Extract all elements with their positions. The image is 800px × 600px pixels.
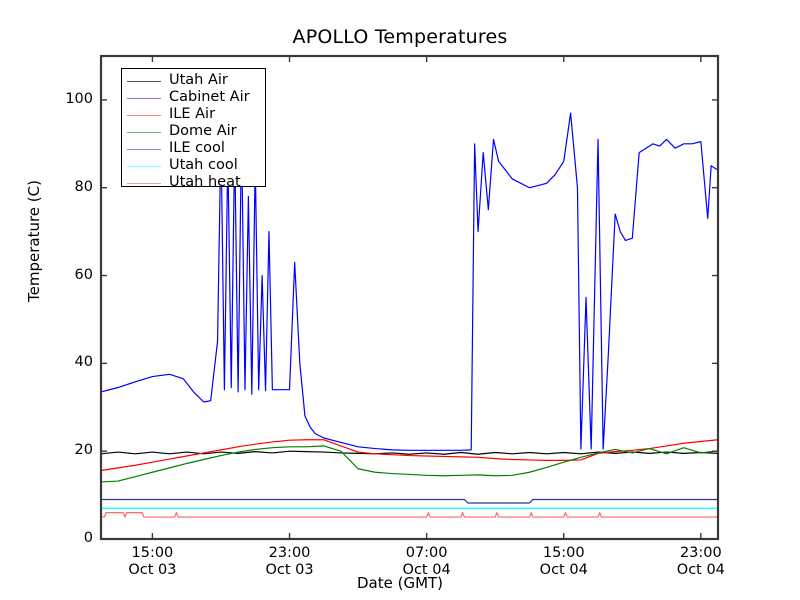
axis-frame xyxy=(99,54,720,541)
series-line-cabinet-air xyxy=(101,112,718,451)
x-tick-label: 15:00 Oct 03 xyxy=(92,545,212,578)
y-tick-label: 100 xyxy=(65,90,93,107)
axis-ticks xyxy=(101,56,718,540)
x-tick-date: Oct 03 xyxy=(265,562,314,578)
series-line-ile-cool xyxy=(101,498,718,504)
series-group xyxy=(101,112,718,518)
legend-label: Utah cool xyxy=(169,157,238,173)
legend-label: ILE cool xyxy=(169,140,225,156)
legend-item-dome-air[interactable]: Dome Air xyxy=(127,123,265,141)
legend-item-utah-cool[interactable]: Utah cool xyxy=(127,157,265,175)
x-tick-label: 23:00 Oct 04 xyxy=(641,545,761,578)
x-tick-date: Oct 04 xyxy=(402,562,451,578)
y-tick-label: 40 xyxy=(74,354,93,371)
legend-color-swatch xyxy=(127,149,161,150)
series-line-utah-heat xyxy=(101,512,718,518)
legend-label: ILE Air xyxy=(169,106,216,122)
legend: Utah Air Cabinet Air ILE Air Dome Air ILE co… xyxy=(121,68,266,190)
legend-item-ile-cool[interactable]: ILE cool xyxy=(127,140,265,158)
x-tick-date: Oct 03 xyxy=(128,562,177,578)
x-tick-label: 15:00 Oct 04 xyxy=(504,545,624,578)
x-tick-label: 23:00 Oct 03 xyxy=(230,545,350,578)
x-tick-time: 15:00 xyxy=(131,545,174,561)
series-line-dome-air xyxy=(101,445,718,483)
y-tick-label: 80 xyxy=(74,178,93,195)
legend-color-swatch xyxy=(127,166,161,167)
x-tick-time: 23:00 xyxy=(268,545,311,561)
page-title: APOLLO Temperatures xyxy=(292,26,508,48)
legend-item-utah-air[interactable]: Utah Air xyxy=(127,72,265,90)
legend-item-ile-air[interactable]: ILE Air xyxy=(127,106,265,124)
x-tick-time: 07:00 xyxy=(405,545,448,561)
legend-color-swatch xyxy=(127,81,161,82)
legend-label: Utah Air xyxy=(169,72,228,88)
y-tick-label: 20 xyxy=(74,442,93,459)
legend-label: Dome Air xyxy=(169,123,237,139)
legend-item-cabinet-air[interactable]: Cabinet Air xyxy=(127,89,265,107)
legend-label: Cabinet Air xyxy=(169,89,250,105)
y-tick-label: 60 xyxy=(74,266,93,283)
x-tick-date: Oct 04 xyxy=(676,562,725,578)
x-axis-label: Date (GMT) xyxy=(356,574,444,592)
legend-color-swatch xyxy=(127,98,161,99)
legend-color-swatch xyxy=(127,132,161,133)
series-line-ile-air xyxy=(101,439,718,472)
legend-item-utah-heat[interactable]: Utah heat xyxy=(127,174,265,192)
legend-color-swatch xyxy=(127,115,161,116)
x-tick-time: 15:00 xyxy=(542,545,585,561)
legend-label: Utah heat xyxy=(169,174,241,190)
legend-color-swatch xyxy=(127,183,161,184)
y-tick-label: 0 xyxy=(83,530,93,546)
x-tick-label: 07:00 Oct 04 xyxy=(367,545,487,578)
series-line-utah-air xyxy=(101,450,718,455)
x-tick-time: 23:00 xyxy=(679,545,722,561)
x-tick-date: Oct 04 xyxy=(539,562,588,578)
